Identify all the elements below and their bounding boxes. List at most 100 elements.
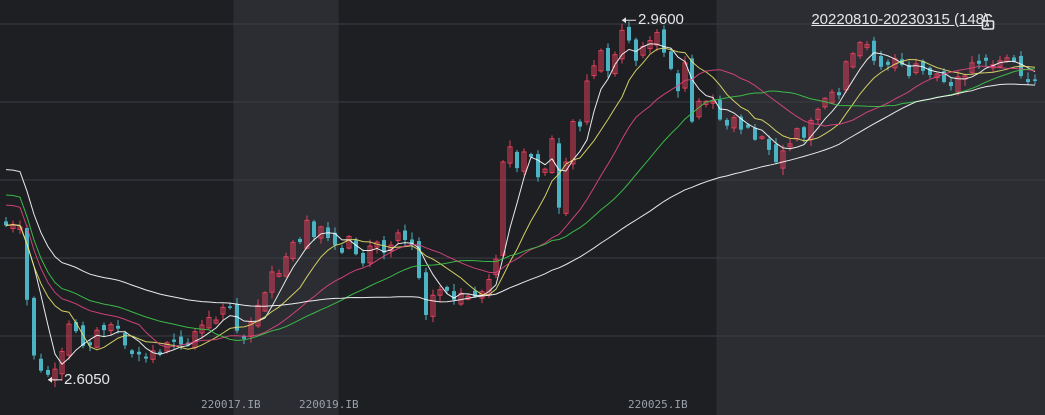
candle — [690, 54, 694, 124]
candle-body — [213, 319, 219, 324]
candle-body — [32, 297, 36, 356]
candle — [137, 346, 141, 362]
candle-body — [759, 136, 765, 139]
candle — [872, 36, 876, 65]
candle-body — [150, 350, 156, 360]
candle — [192, 328, 198, 350]
candle-body — [515, 151, 519, 169]
candle-body — [627, 26, 631, 41]
candle — [395, 229, 401, 245]
candle-body — [900, 59, 904, 65]
date-range-label[interactable]: 20220810-20230315 (148) — [811, 11, 989, 28]
candle — [676, 69, 680, 98]
candle-body — [829, 91, 835, 104]
candle-body — [879, 56, 883, 67]
candle-body — [395, 232, 401, 241]
candle-body — [312, 221, 316, 237]
candle-body — [340, 247, 344, 253]
candle-body — [850, 53, 856, 68]
candle-body — [928, 67, 932, 75]
candle — [627, 21, 631, 44]
candle — [66, 320, 72, 360]
min-arrow-head — [48, 376, 52, 383]
candle — [500, 159, 506, 259]
candle — [382, 236, 386, 260]
candle — [739, 114, 743, 135]
candle — [815, 107, 821, 125]
candle-body — [619, 29, 625, 60]
candle — [10, 220, 16, 233]
candle-body — [354, 240, 358, 255]
candle-body — [66, 323, 72, 356]
candle — [74, 319, 78, 334]
candle-body — [228, 306, 232, 308]
candle — [108, 322, 114, 336]
ma-line-ma10 — [5, 47, 1036, 351]
candle-body — [137, 351, 141, 355]
candle-body — [612, 54, 618, 75]
candle-body — [179, 336, 183, 345]
candle-body — [774, 144, 778, 163]
candle-body — [598, 50, 604, 72]
candle — [318, 225, 324, 244]
candle-body — [269, 271, 275, 293]
candle-body — [984, 57, 988, 61]
ma-line-ma5 — [5, 43, 1036, 366]
candle-body — [563, 161, 569, 214]
candle — [158, 349, 162, 357]
candle — [437, 285, 443, 302]
candle-body — [130, 350, 134, 354]
candle — [144, 352, 148, 363]
candle — [39, 353, 43, 373]
candle-body — [802, 127, 806, 138]
candle — [662, 25, 666, 57]
candle-body — [304, 219, 310, 249]
candle — [361, 249, 365, 267]
candle — [829, 89, 835, 105]
ma-line-ma20 — [5, 65, 1036, 348]
candle-body — [521, 151, 527, 172]
candle — [346, 234, 352, 250]
candle — [640, 41, 646, 59]
candle — [424, 267, 428, 320]
candle-body — [403, 230, 407, 241]
candle-body — [753, 127, 757, 140]
candle-body — [507, 146, 513, 164]
candle-body — [452, 291, 456, 300]
candle — [206, 310, 212, 330]
candle-body — [570, 121, 576, 165]
candle — [864, 41, 870, 51]
candle-body — [235, 304, 239, 331]
contract-label-220017: 220017.IB — [201, 398, 261, 411]
candle-body — [787, 143, 793, 148]
candle — [907, 61, 911, 79]
candle — [1026, 72, 1030, 85]
candle — [25, 225, 29, 306]
candle — [949, 78, 953, 91]
candle-body — [654, 31, 660, 46]
candle-body — [206, 317, 212, 329]
moving-average-lines — [5, 43, 1036, 366]
contract-band — [233, 0, 339, 415]
candle — [452, 284, 456, 305]
candle — [900, 52, 904, 67]
candle-body — [669, 51, 673, 69]
candle-body — [949, 82, 953, 87]
candle-body — [318, 226, 324, 239]
candle — [984, 54, 988, 67]
candle-body — [843, 61, 849, 91]
lock-open-icon[interactable] — [981, 14, 995, 30]
candle — [458, 288, 464, 307]
candle — [94, 327, 100, 349]
candle — [228, 302, 232, 310]
candle-body — [417, 241, 421, 279]
candle — [374, 240, 380, 254]
candle-body — [815, 108, 821, 120]
candle — [619, 23, 625, 64]
candle — [312, 219, 316, 241]
candle-body — [872, 40, 876, 61]
candle — [340, 244, 344, 255]
candle-body — [780, 150, 786, 169]
